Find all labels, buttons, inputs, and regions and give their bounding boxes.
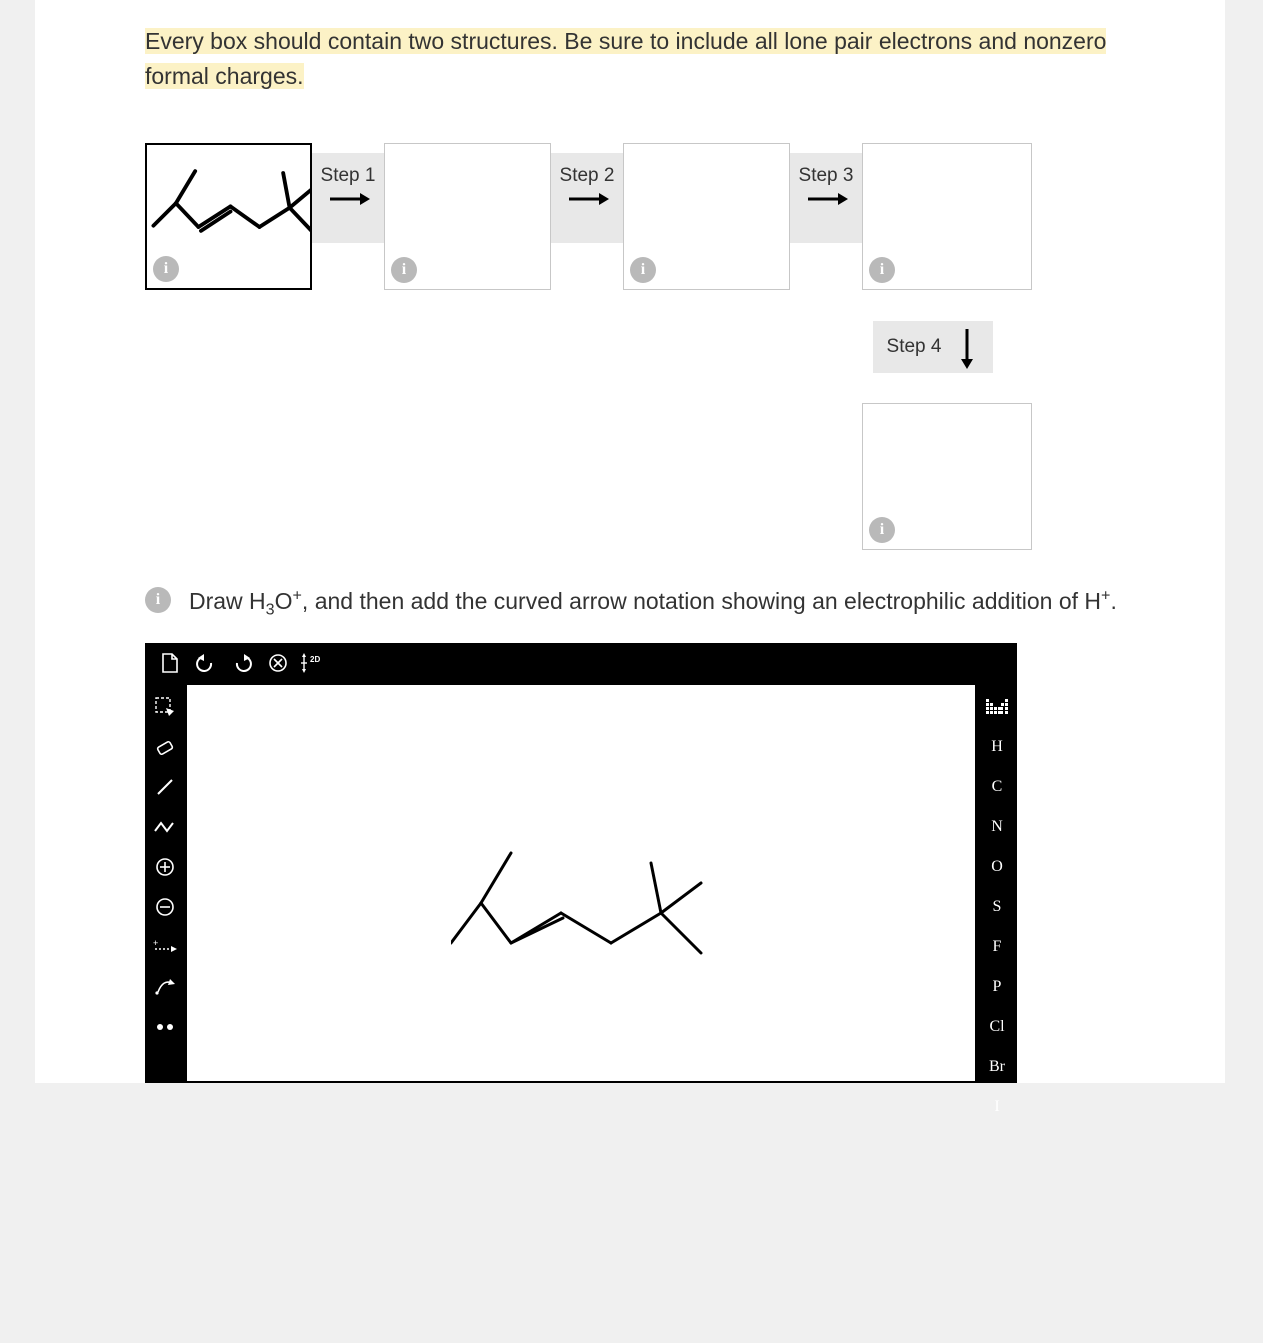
element-P-button[interactable]: P	[977, 967, 1017, 1007]
t: Draw H	[189, 588, 266, 614]
hint-text: Draw H3O+, and then add the curved arrow…	[189, 583, 1117, 623]
chain-icon[interactable]	[145, 807, 185, 847]
element-O-button[interactable]: O	[977, 847, 1017, 887]
increase-charge-icon[interactable]	[145, 847, 185, 887]
structure-box-2[interactable]: i	[623, 143, 790, 290]
editor-topbar: 2D	[145, 643, 329, 683]
decrease-charge-icon[interactable]	[145, 887, 185, 927]
hint-row: i Draw H3O+, and then add the curved arr…	[145, 553, 1125, 643]
step-label: Step 2	[560, 165, 615, 187]
clear-icon[interactable]	[263, 648, 293, 678]
editor-rightbar: H C N O S F P Cl Br I	[977, 687, 1017, 1127]
element-Br-button[interactable]: Br	[977, 1047, 1017, 1087]
single-bond-icon[interactable]	[145, 767, 185, 807]
svg-text:2D: 2D	[310, 655, 320, 664]
arrow-right-icon	[804, 187, 848, 211]
t: O	[275, 588, 293, 614]
step-arrow-1: Step 1	[312, 153, 384, 243]
redo-icon[interactable]	[227, 648, 257, 678]
new-file-icon[interactable]	[155, 648, 185, 678]
info-icon[interactable]: i	[869, 257, 895, 283]
structure-box-4[interactable]: i	[862, 403, 1032, 550]
molecule-thumbnail	[147, 145, 314, 255]
t: , and then add the curved arrow notation…	[302, 588, 1101, 614]
mechanism-row-arrow-down: Step 4	[145, 293, 1125, 403]
info-icon[interactable]: i	[391, 257, 417, 283]
element-Cl-button[interactable]: Cl	[977, 1007, 1017, 1047]
t: 3	[266, 601, 275, 619]
step-label: Step 3	[799, 165, 854, 187]
info-icon[interactable]: i	[869, 517, 895, 543]
mechanism-row-1: i Step 1 i Step 2 i Step 3 i	[145, 143, 1125, 293]
structure-box-start[interactable]: i	[145, 143, 312, 290]
step-arrow-4: Step 4	[873, 321, 993, 373]
marquee-select-icon[interactable]	[145, 687, 185, 727]
info-icon[interactable]: i	[153, 256, 179, 282]
instruction-text: Every box should contain two structures.…	[145, 28, 1106, 89]
structure-box-1[interactable]: i	[384, 143, 551, 290]
arrow-right-icon	[326, 187, 370, 211]
mechanism-row-2: i	[145, 403, 1125, 553]
element-F-button[interactable]: F	[977, 927, 1017, 967]
arrow-right-icon	[565, 187, 609, 211]
eraser-icon[interactable]	[145, 727, 185, 767]
step-arrow-3: Step 3	[790, 153, 862, 243]
t: .	[1110, 588, 1116, 614]
curved-arrow-icon[interactable]	[145, 967, 185, 1007]
canvas-molecule	[451, 833, 711, 973]
t: +	[293, 586, 302, 604]
info-icon[interactable]: i	[145, 587, 171, 613]
editor-leftbar: +	[145, 687, 185, 1047]
svg-text:+: +	[153, 938, 158, 948]
reaction-arrow-icon[interactable]: +	[145, 927, 185, 967]
element-N-button[interactable]: N	[977, 807, 1017, 847]
structure-box-3[interactable]: i	[862, 143, 1032, 290]
element-H-button[interactable]: H	[977, 727, 1017, 767]
lone-pair-icon[interactable]	[145, 1007, 185, 1047]
structure-editor: 2D +	[145, 643, 1017, 1083]
undo-icon[interactable]	[191, 648, 221, 678]
step-label: Step 1	[321, 165, 376, 187]
view-2d-icon[interactable]: 2D	[299, 648, 329, 678]
step-arrow-2: Step 2	[551, 153, 623, 243]
periodic-table-icon[interactable]	[977, 687, 1017, 727]
editor-canvas[interactable]	[187, 685, 975, 1081]
element-I-button[interactable]: I	[977, 1087, 1017, 1127]
arrow-down-icon	[955, 325, 979, 369]
element-S-button[interactable]: S	[977, 887, 1017, 927]
step-label: Step 4	[887, 336, 942, 358]
info-icon[interactable]: i	[630, 257, 656, 283]
element-C-button[interactable]: C	[977, 767, 1017, 807]
